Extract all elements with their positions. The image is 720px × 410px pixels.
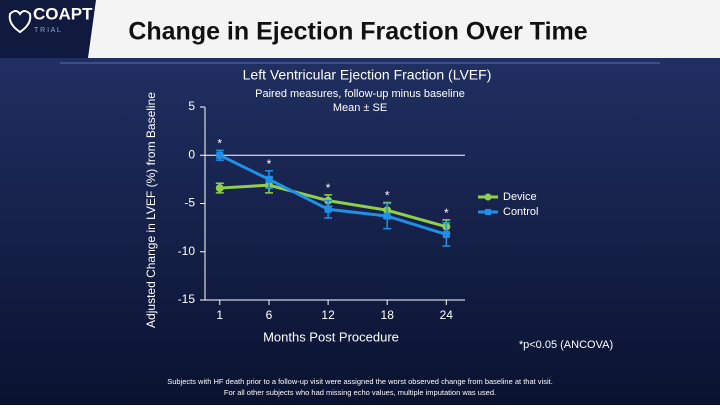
point [265,175,273,183]
point [215,184,224,193]
logo-icon [8,10,32,34]
title-bar [0,0,720,58]
legend-label: Control [503,206,538,218]
y-axis-label: Adjusted Change in LVEF (%) from Baselin… [144,92,158,328]
legend-label: Device [503,191,537,203]
significance-label: * [267,157,272,171]
point [324,205,332,213]
y-tick-label: 5 [188,99,195,113]
footnote: For all other subjects who had missing e… [224,388,496,397]
x-tick-label: 18 [381,308,395,322]
significance-label: * [217,137,222,151]
y-tick-label: 0 [188,147,195,161]
note: *p<0.05 (ANCOVA) [519,339,613,351]
y-tick-label: -10 [178,244,196,258]
significance-label: * [444,206,449,220]
chart-title: Left Ventricular Ejection Fraction (LVEF… [243,67,492,83]
y-tick-label: -15 [178,292,196,306]
significance-label: * [326,181,331,195]
slide-title: Change in Ejection Fraction Over Time [128,18,587,46]
x-tick-label: 1 [216,308,223,322]
significance-label: * [385,189,390,203]
x-tick-label: 24 [440,308,454,322]
logo-box [0,0,96,58]
divider [60,62,660,64]
x-tick-label: 12 [321,308,335,322]
legend-marker [484,193,492,201]
footnote: Subjects with HF death prior to a follow… [167,377,553,386]
y-tick-label: -5 [184,196,195,210]
x-tick-label: 6 [266,308,273,322]
point [383,212,391,220]
x-axis-label: Months Post Procedure [263,329,399,344]
chart-subtitle: Mean ± SE [333,102,387,114]
chart-subtitle: Paired measures, follow-up minus baselin… [255,88,465,100]
point [442,230,450,238]
logo-sub: T R I A L [34,27,61,34]
point [216,151,224,159]
legend-marker [485,209,491,215]
plot: 5 0 -5 -10 -15 1 6 12 18 24 * * * * * Device Control [178,99,539,322]
logo: COAPT [33,4,93,23]
